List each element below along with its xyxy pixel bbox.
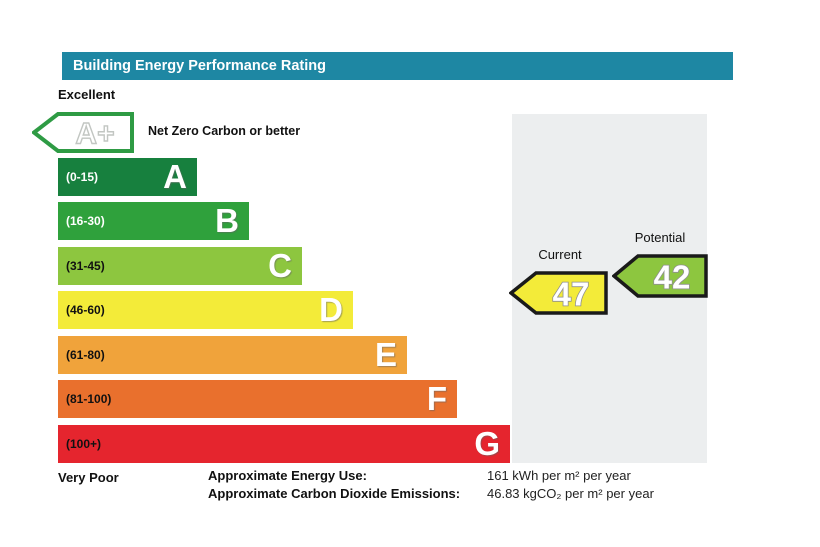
band-a-plus-arrow: A+	[32, 112, 134, 153]
band-b-range: (16-30)	[66, 214, 105, 228]
band-c-letter: C	[268, 247, 292, 284]
potential-rating-arrow-shape	[612, 254, 708, 298]
current-rating-value: 47	[553, 276, 590, 313]
potential-rating-arrow: 42	[612, 254, 708, 298]
band-g-range: (100+)	[66, 437, 102, 451]
band-g: (100+) G	[58, 425, 510, 463]
band-c-range: (31-45)	[66, 259, 105, 273]
band-a-letter: A	[163, 158, 187, 195]
band-a-plus-letter: A+	[75, 118, 114, 151]
band-f-range: (81-100)	[66, 392, 112, 406]
band-b-letter: B	[215, 202, 239, 239]
band-a-plus-shape	[32, 112, 134, 153]
band-e: (61-80) E	[58, 336, 407, 374]
potential-rating-value: 42	[654, 259, 691, 296]
potential-rating-label: Potential	[634, 230, 686, 245]
band-c: (31-45) C	[58, 247, 302, 285]
current-rating-arrow-shape	[509, 271, 608, 315]
net-zero-carbon-label: Net Zero Carbon or better	[148, 124, 301, 138]
band-f-letter: F	[426, 380, 447, 417]
co2-emissions-value: 46.83 kgCO₂ per m² per year	[487, 486, 654, 501]
page-title: Building Energy Performance Rating	[62, 52, 733, 80]
scale-label-very-poor: Very Poor	[58, 470, 119, 485]
band-g-letter: G	[474, 425, 500, 462]
band-f: (81-100) F	[58, 380, 457, 418]
energy-use-label: Approximate Energy Use:	[208, 468, 367, 483]
band-d-range: (46-60)	[66, 303, 105, 317]
band-e-range: (61-80)	[66, 348, 105, 362]
band-b: (16-30) B	[58, 202, 249, 240]
energy-use-value: 161 kWh per m² per year	[487, 468, 631, 483]
band-a: (0-15) A	[58, 158, 197, 196]
co2-emissions-label: Approximate Carbon Dioxide Emissions:	[208, 486, 461, 501]
scale-label-excellent: Excellent	[58, 87, 116, 102]
current-rating-arrow: 47	[509, 271, 608, 315]
band-a-range: (0-15)	[66, 170, 99, 184]
band-e-letter: E	[374, 336, 397, 373]
band-d: (46-60) D	[58, 291, 353, 329]
current-rating-label: Current	[538, 247, 582, 262]
band-d-letter: D	[319, 291, 343, 328]
